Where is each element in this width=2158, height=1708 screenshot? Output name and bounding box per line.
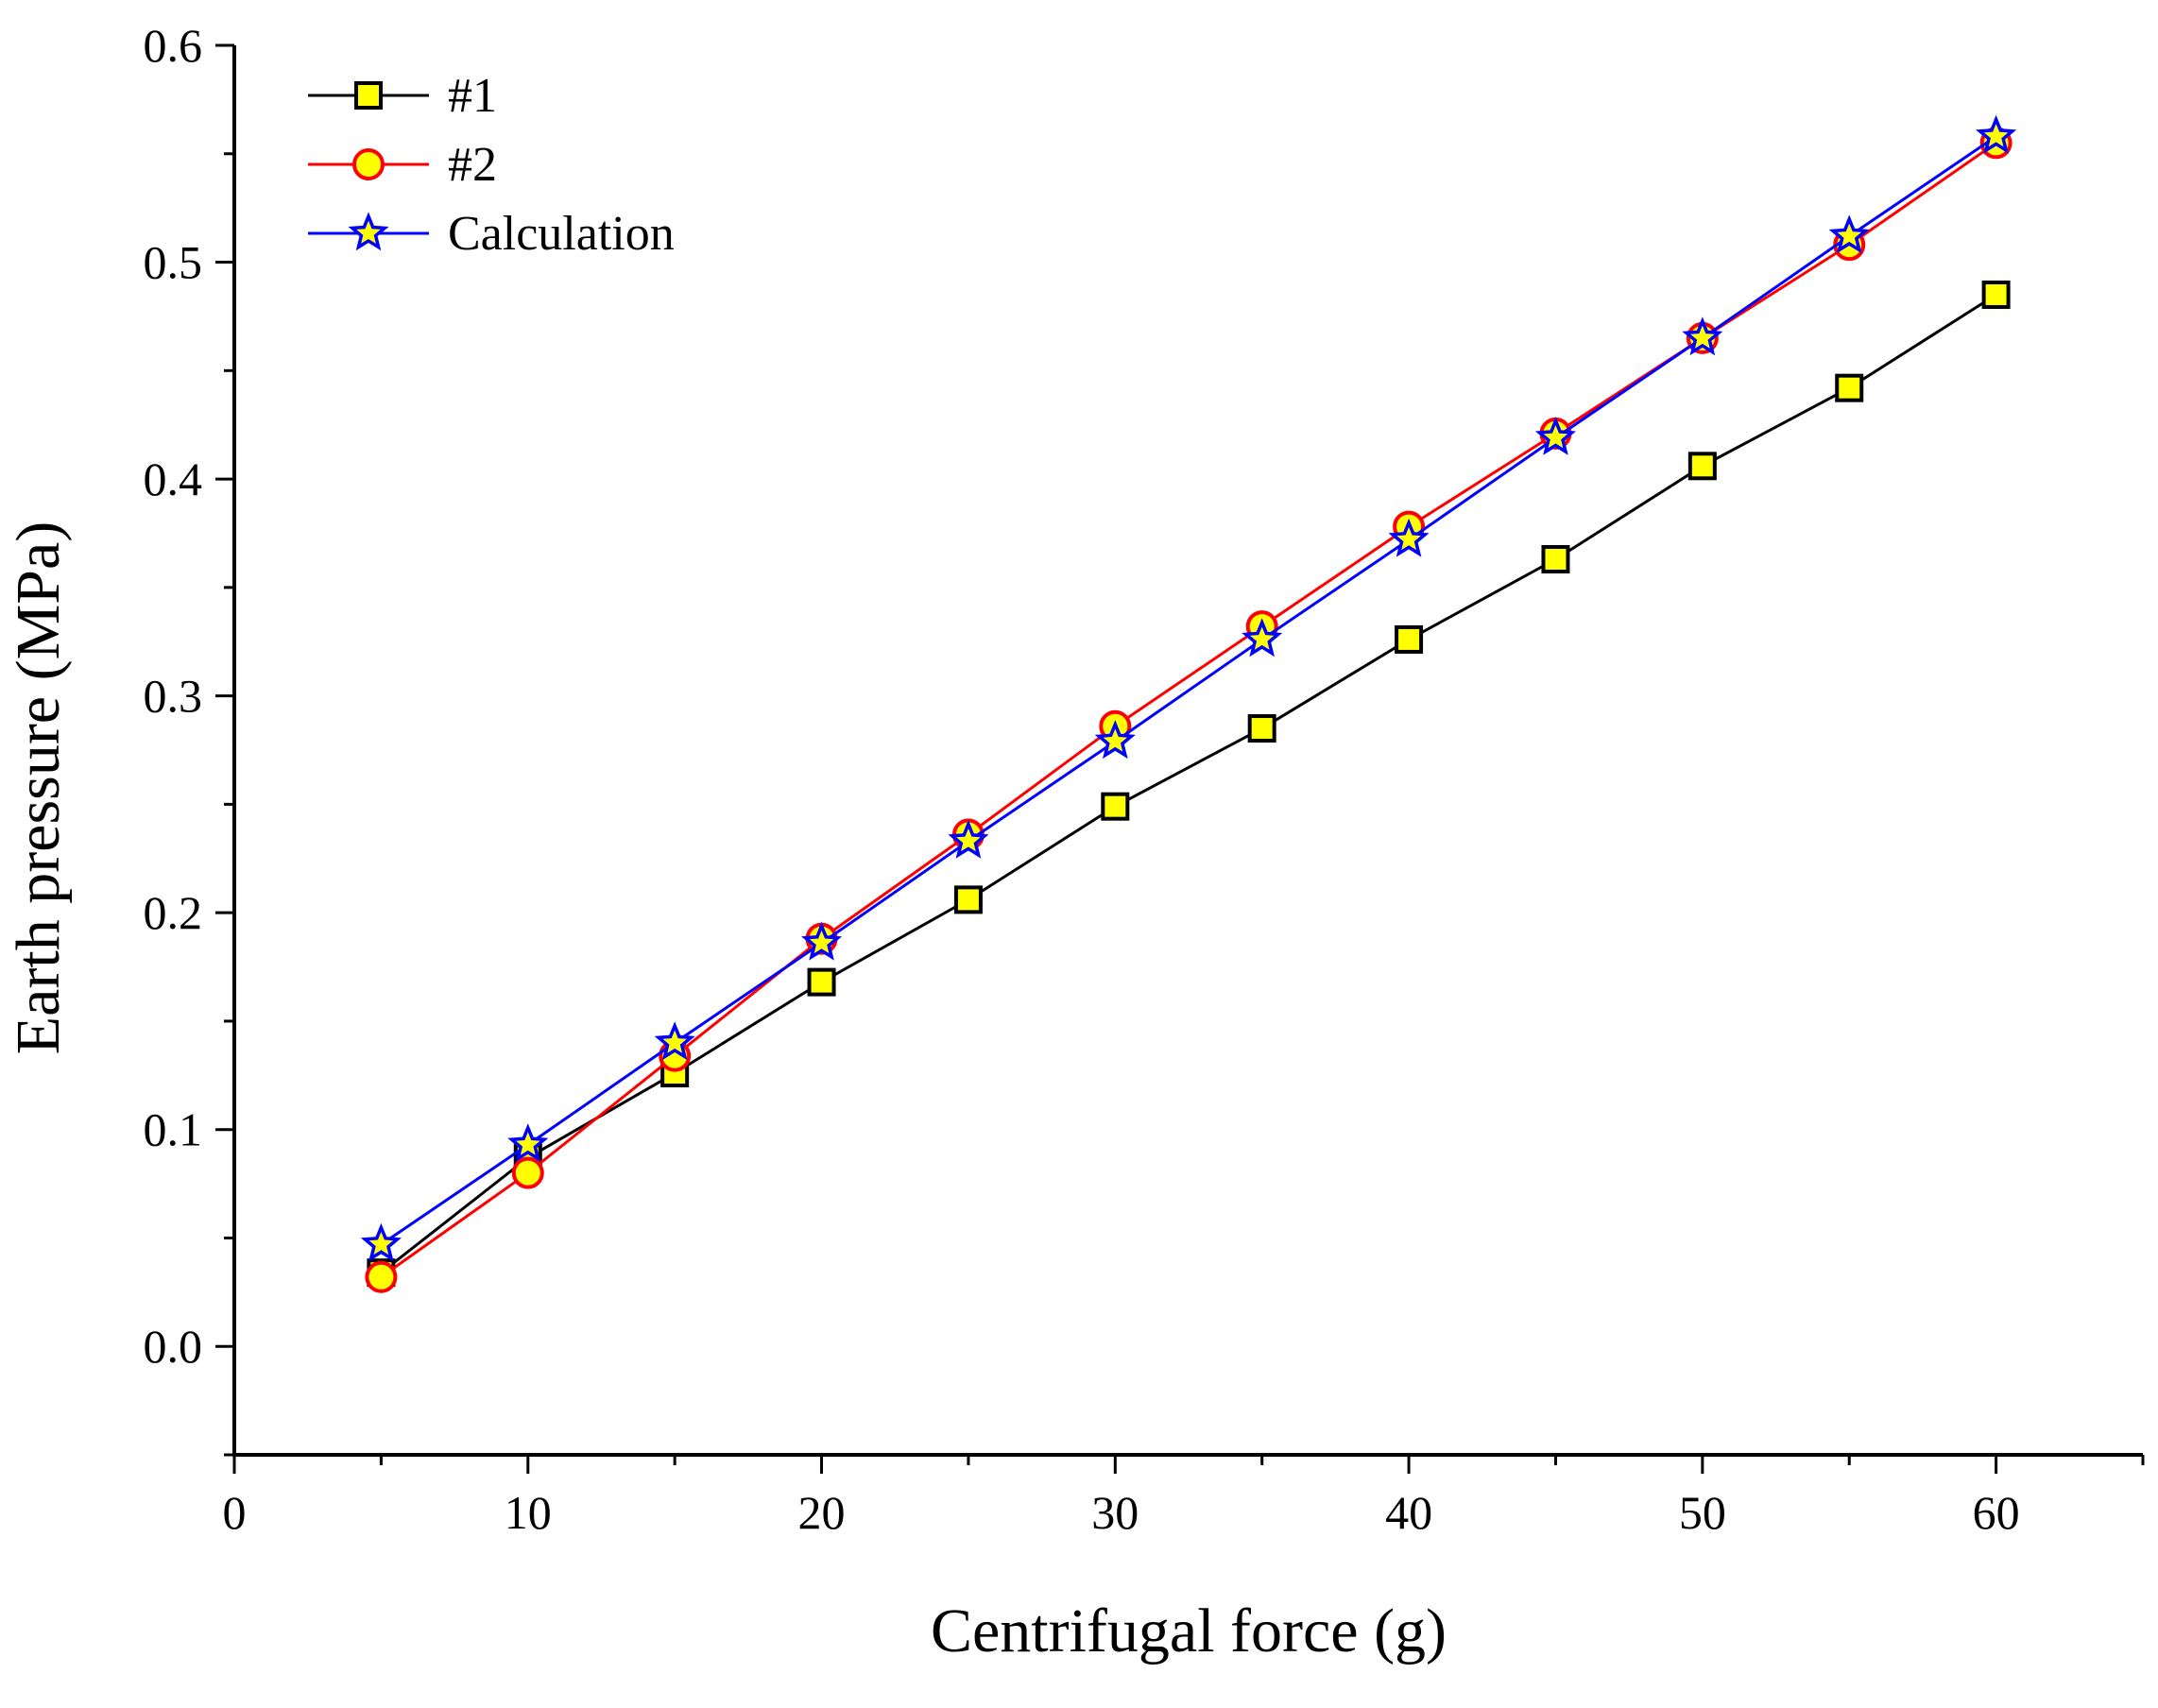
data-point bbox=[511, 1156, 544, 1189]
series-layer bbox=[360, 114, 2017, 1293]
x-tick-label: 40 bbox=[1385, 1486, 1432, 1539]
series-line bbox=[380, 293, 1997, 1274]
y-tick-label: 0.2 bbox=[144, 886, 203, 939]
y-tick-label: 0.0 bbox=[144, 1320, 203, 1373]
x-tick-label: 50 bbox=[1679, 1486, 1726, 1539]
legend-item: Calculation bbox=[308, 207, 675, 261]
data-point bbox=[948, 819, 989, 859]
data-point bbox=[654, 1021, 695, 1061]
data-point bbox=[360, 1222, 402, 1262]
y-tick-label: 0.1 bbox=[144, 1103, 203, 1156]
data-point bbox=[1976, 114, 2017, 154]
x-tick-label: 20 bbox=[798, 1486, 846, 1539]
data-point bbox=[507, 1123, 549, 1163]
data-point bbox=[801, 921, 843, 961]
series-2 bbox=[365, 127, 2012, 1293]
data-point bbox=[1101, 792, 1130, 821]
data-point bbox=[1541, 545, 1570, 574]
data-point bbox=[1242, 618, 1283, 658]
legend-marker bbox=[352, 148, 385, 180]
y-tick-label: 0.3 bbox=[144, 670, 203, 723]
y-axis-title: Earth pressure (MPa) bbox=[4, 521, 73, 1054]
data-point bbox=[1682, 316, 1723, 356]
data-point bbox=[1835, 373, 1864, 402]
legend-label: #1 bbox=[448, 69, 497, 123]
x-axis-ticks: 0 10 20 30 40 50 60 bbox=[223, 1455, 2145, 1539]
x-tick-label: 30 bbox=[1091, 1486, 1139, 1539]
data-point bbox=[1094, 720, 1136, 760]
data-point bbox=[1534, 416, 1576, 455]
y-tick-label: 0.6 bbox=[144, 19, 203, 72]
legend-label: Calculation bbox=[448, 207, 675, 261]
legend-marker bbox=[348, 212, 389, 251]
series-3 bbox=[360, 114, 2017, 1262]
legend: #1 #2 Calculation bbox=[308, 69, 675, 261]
data-point bbox=[1395, 624, 1424, 654]
legend-marker bbox=[354, 81, 383, 110]
x-axis-title: Centrifugal force (g) bbox=[931, 1597, 1447, 1665]
x-tick-label: 0 bbox=[223, 1486, 247, 1539]
data-point bbox=[953, 885, 983, 914]
legend-label: #2 bbox=[448, 138, 497, 192]
y-tick-label: 0.4 bbox=[144, 453, 203, 505]
data-point bbox=[1247, 714, 1276, 743]
series-line bbox=[380, 135, 1997, 1246]
y-axis-ticks: 0.0 0.1 0.2 0.3 0.4 0.5 0.6 bbox=[144, 19, 234, 1457]
y-tick-label: 0.5 bbox=[144, 236, 203, 289]
data-point bbox=[1828, 214, 1870, 254]
data-point bbox=[365, 1260, 398, 1293]
x-tick-label: 10 bbox=[505, 1486, 552, 1539]
legend-item: #1 bbox=[308, 69, 497, 123]
data-point bbox=[807, 967, 836, 997]
x-tick-label: 60 bbox=[1973, 1486, 2020, 1539]
data-point bbox=[1981, 280, 2011, 309]
data-point bbox=[1687, 452, 1717, 481]
series-line bbox=[380, 142, 1997, 1279]
axes-layer: 0 10 20 30 40 50 60 0.0 0.1 0.2 0.3 0.4 0.5 0.6 bbox=[144, 19, 2145, 1539]
legend-item: #2 bbox=[308, 138, 497, 192]
series-1 bbox=[367, 280, 2011, 1288]
data-point bbox=[1388, 518, 1430, 557]
